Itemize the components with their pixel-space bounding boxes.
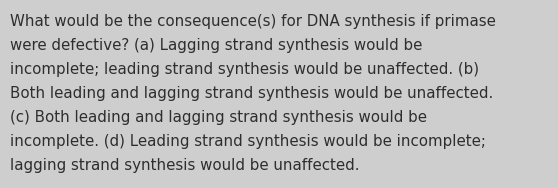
Text: lagging strand synthesis would be unaffected.: lagging strand synthesis would be unaffe… <box>10 158 359 173</box>
Text: What would be the consequence(s) for DNA synthesis if primase: What would be the consequence(s) for DNA… <box>10 14 496 29</box>
Text: incomplete. (d) Leading strand synthesis would be incomplete;: incomplete. (d) Leading strand synthesis… <box>10 134 486 149</box>
Text: (c) Both leading and lagging strand synthesis would be: (c) Both leading and lagging strand synt… <box>10 110 427 125</box>
Text: incomplete; leading strand synthesis would be unaffected. (b): incomplete; leading strand synthesis wou… <box>10 62 479 77</box>
Text: Both leading and lagging strand synthesis would be unaffected.: Both leading and lagging strand synthesi… <box>10 86 493 101</box>
Text: were defective? (a) Lagging strand synthesis would be: were defective? (a) Lagging strand synth… <box>10 38 422 53</box>
